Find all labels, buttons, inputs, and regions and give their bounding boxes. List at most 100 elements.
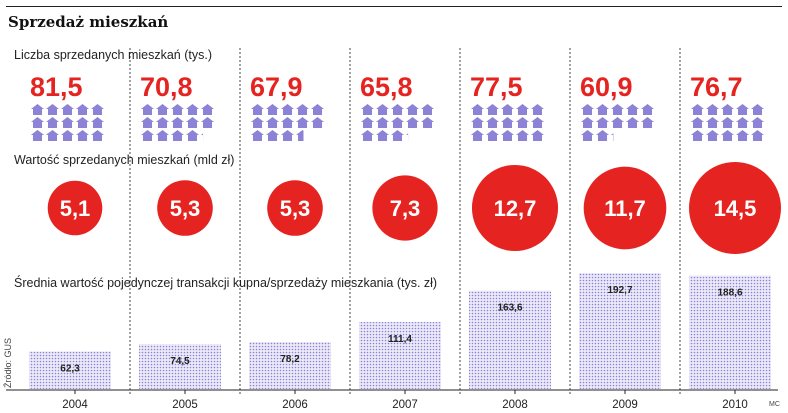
house-icon xyxy=(691,117,704,128)
house-icon xyxy=(186,130,199,141)
house-icon xyxy=(186,117,199,128)
house-icon xyxy=(611,117,624,128)
house-icon xyxy=(46,104,59,115)
avg-transaction-bar xyxy=(469,290,551,389)
house-icon xyxy=(141,104,154,115)
avg-transaction-bar xyxy=(249,341,331,389)
house-icon xyxy=(501,130,514,141)
house-icon xyxy=(641,104,654,115)
house-icon xyxy=(611,133,614,141)
house-icon xyxy=(186,104,199,115)
house-icon xyxy=(486,104,499,115)
avg-transaction-bar xyxy=(29,351,111,389)
house-icon xyxy=(516,104,529,115)
house-icon xyxy=(736,104,749,115)
house-icon xyxy=(391,117,404,128)
value-bubble xyxy=(267,180,323,236)
house-icon xyxy=(706,130,719,141)
value-bubble-label: 12,7 xyxy=(494,196,537,221)
house-icon xyxy=(471,130,478,141)
house-icon xyxy=(611,104,624,115)
value-bubble-label: 5,1 xyxy=(60,196,91,221)
house-icon xyxy=(61,104,74,115)
source-label: Źródło: GUS xyxy=(3,338,13,388)
house-icon xyxy=(31,104,44,115)
house-icon xyxy=(501,104,514,115)
avg-transaction-label: 163,6 xyxy=(497,303,522,314)
avg-transaction-bar xyxy=(689,275,771,389)
house-icon xyxy=(406,117,419,128)
value-bubble-label: 5,3 xyxy=(170,196,201,221)
house-icon xyxy=(596,130,609,141)
house-icon xyxy=(421,104,434,115)
house-icon xyxy=(721,117,734,128)
avg-transaction-label: 78,2 xyxy=(280,354,300,365)
house-icon xyxy=(156,130,169,141)
house-icon xyxy=(171,130,184,141)
value-bubble xyxy=(689,162,781,254)
house-icon xyxy=(751,104,764,115)
house-icon xyxy=(596,104,609,115)
house-icon xyxy=(76,130,89,141)
house-icon xyxy=(251,117,264,128)
section-label: Średnia wartość pojedynczej transakcji k… xyxy=(14,275,437,290)
house-icon xyxy=(91,130,104,141)
house-icon xyxy=(311,117,324,128)
house-icon xyxy=(201,104,214,115)
house-icon xyxy=(406,104,419,115)
section-label: Wartość sprzedanych mieszkań (mld zł) xyxy=(14,153,234,167)
house-icon xyxy=(61,117,74,128)
house-icon xyxy=(31,117,44,128)
house-icon xyxy=(141,117,154,128)
value-bubble xyxy=(583,166,667,250)
house-icon xyxy=(376,117,389,128)
value-bubble-label: 14,5 xyxy=(714,196,757,221)
house-icon xyxy=(156,117,169,128)
house-icon xyxy=(421,117,434,128)
house-icon xyxy=(581,104,594,115)
house-icon xyxy=(266,104,279,115)
house-count-value: 70,8 xyxy=(140,72,193,102)
house-icon xyxy=(736,117,749,128)
house-icon xyxy=(471,104,484,115)
house-icon xyxy=(691,104,704,115)
house-icon xyxy=(391,104,404,115)
house-icon xyxy=(156,104,169,115)
house-icon xyxy=(531,104,544,115)
house-icon xyxy=(31,130,44,141)
value-bubble-label: 5,3 xyxy=(280,196,311,221)
house-icon xyxy=(311,104,324,115)
house-icon xyxy=(721,104,734,115)
house-count-value: 81,5 xyxy=(30,72,83,102)
house-icon xyxy=(46,131,50,141)
house-icon xyxy=(376,130,389,141)
house-icon xyxy=(641,117,654,128)
house-icon xyxy=(361,117,374,128)
house-icon xyxy=(376,104,389,115)
house-icon xyxy=(406,133,409,141)
house-count-value: 77,5 xyxy=(470,72,523,102)
house-icon xyxy=(61,130,74,141)
house-icon xyxy=(626,104,639,115)
house-icon xyxy=(266,130,279,141)
house-icon xyxy=(266,117,279,128)
house-icon xyxy=(281,104,294,115)
value-bubble xyxy=(157,180,213,236)
avg-transaction-label: 111,4 xyxy=(388,334,412,345)
avg-transaction-label: 62,3 xyxy=(60,363,80,374)
author-signature: MC xyxy=(769,401,780,408)
house-icon xyxy=(296,117,309,128)
house-icon xyxy=(501,117,514,128)
value-bubble xyxy=(47,180,103,236)
house-icon xyxy=(516,130,529,141)
house-icon xyxy=(516,117,529,128)
avg-transaction-label: 74,5 xyxy=(170,356,190,367)
house-icon xyxy=(281,117,294,128)
house-icon xyxy=(46,130,59,141)
value-bubble-label: 11,7 xyxy=(604,196,646,221)
x-tick-label: 2004 xyxy=(62,399,88,411)
house-icon xyxy=(721,130,734,141)
section-label: Liczba sprzedanych mieszkań (tys.) xyxy=(14,48,212,62)
house-icon xyxy=(281,130,294,141)
house-icon xyxy=(581,130,594,141)
